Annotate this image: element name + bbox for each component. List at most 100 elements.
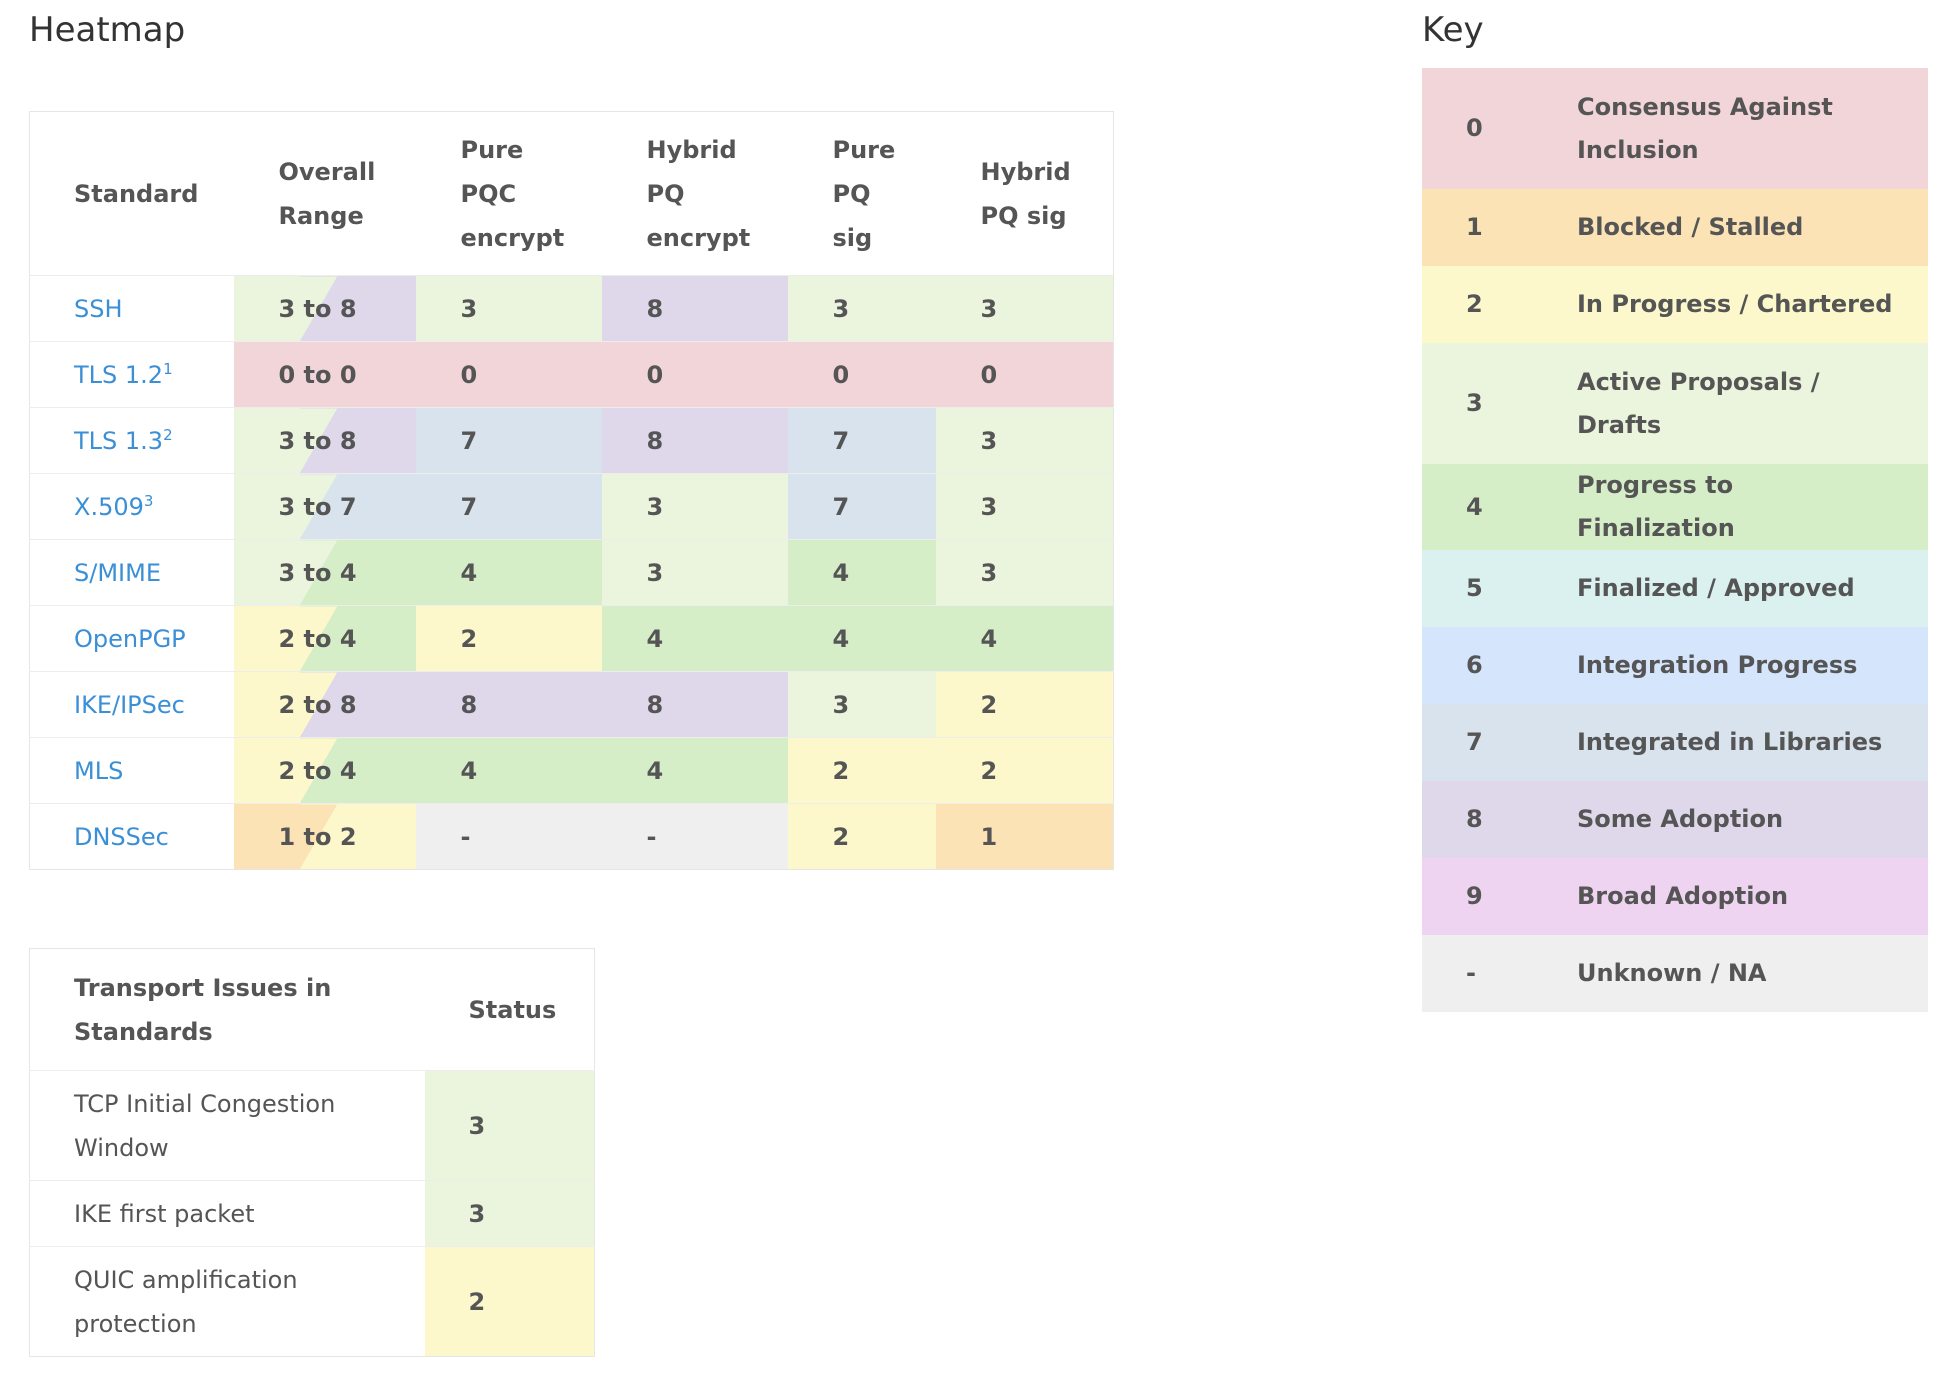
overall-range-value: 3 to 4 [278,558,357,587]
footnote-marker[interactable]: 3 [143,492,154,510]
key-label: Finalized / Approved [1577,550,1928,627]
column-header-transport-issue: Transport Issues in Standards [29,948,425,1071]
standard-name[interactable]: OpenPGP [74,624,186,653]
key-legend-table: 0 Consensus Against Inclusion 1 Blocked / S… [1422,68,1928,1012]
footnote-marker[interactable]: 2 [163,426,173,444]
transport-issue-label: IKE first packet [74,1199,255,1228]
key-label: Integrated in Libraries [1577,704,1928,781]
key-row: 2 In Progress / Chartered [1422,266,1928,343]
heatmap-cell: 8 [601,407,788,474]
standard-link[interactable]: DNSSec [29,803,234,870]
heatmap-cell: 3 [787,275,936,342]
transport-status-cell: 3 [424,1070,595,1181]
heatmap-header-row: Standard Overall Range Pure PQC encrypt … [29,111,1114,276]
column-header-pure-pq-sig: Pure PQ sig [787,111,936,276]
standard-link[interactable]: OpenPGP [29,605,234,672]
heatmap-cell: 2 [787,803,936,870]
heatmap-table: Standard Overall Range Pure PQC encrypt … [29,111,1114,870]
key-label-text: Blocked / Stalled [1577,213,1804,241]
heatmap-cell: 7 [415,473,602,540]
key-label: Some Adoption [1577,781,1928,858]
key-code: - [1466,959,1476,987]
key-label: Broad Adoption [1577,858,1928,935]
overall-range-cell: 3 to 8 [233,407,416,474]
heatmap-cell: 3 [935,473,1114,540]
key-label: In Progress / Chartered [1577,266,1928,343]
key-row: 1 Blocked / Stalled [1422,189,1928,266]
key-code: 3 [1466,389,1483,417]
column-header-hybrid-pq-sig: Hybrid PQ sig [935,111,1114,276]
heatmap-cell: 7 [787,407,936,474]
key-label: Consensus Against Inclusion [1577,68,1928,189]
standard-link[interactable]: SSH [29,275,234,342]
heatmap-cell: 4 [935,605,1114,672]
key-label: Integration Progress [1577,627,1928,704]
key-row: 8 Some Adoption [1422,781,1928,858]
heatmap-cell: 4 [787,605,936,672]
overall-range-value: 0 to 0 [278,360,357,389]
key-label-text: Finalized / Approved [1577,574,1855,602]
overall-range-value: 2 to 4 [278,624,357,653]
key-label: Active Proposals / Drafts [1577,343,1928,464]
heatmap-cell: 0 [415,341,602,408]
standard-name[interactable]: TLS 1.3 [74,427,164,455]
standard-link[interactable]: S/MIME [29,539,234,606]
standard-name[interactable]: X.509 [74,493,144,521]
key-label-text: Unknown / NA [1577,959,1767,987]
heatmap-cell: 4 [415,737,602,804]
standard-name[interactable]: TLS 1.2 [74,361,164,389]
heatmap-cell: 4 [787,539,936,606]
overall-range-cell: 0 to 0 [233,341,416,408]
heatmap-cell: 4 [415,539,602,606]
key-row: 6 Integration Progress [1422,627,1928,704]
key-row: 7 Integrated in Libraries [1422,704,1928,781]
key-code: 9 [1466,882,1483,910]
overall-range-value: 2 to 4 [278,756,357,785]
overall-range-cell: 1 to 2 [233,803,416,870]
key-title: Key [1422,10,1484,50]
standard-link[interactable]: TLS 1.32 [29,407,234,474]
key-code: 7 [1466,728,1483,756]
heatmap-cell: 1 [935,803,1114,870]
standard-name[interactable]: IKE/IPSec [74,690,185,719]
key-code: 6 [1466,651,1483,679]
standard-name[interactable]: S/MIME [74,558,161,587]
key-label-text: Progress to Finalization [1577,471,1735,542]
standard-link[interactable]: X.5093 [29,473,234,540]
heatmap-cell: 8 [415,671,602,738]
overall-range-cell: 2 to 4 [233,605,416,672]
standard-link[interactable]: IKE/IPSec [29,671,234,738]
standard-name[interactable]: DNSSec [74,822,169,851]
key-row: 5 Finalized / Approved [1422,550,1928,627]
overall-range-cell: 3 to 7 [233,473,416,540]
column-header-overall-range: Overall Range [233,111,416,276]
key-label-text: Broad Adoption [1577,882,1789,910]
key-code: 4 [1466,492,1483,521]
heatmap-cell: 3 [601,473,788,540]
heatmap-cell: 2 [415,605,602,672]
key-row: 0 Consensus Against Inclusion [1422,68,1928,189]
key-label: Progress to Finalization [1577,464,1928,550]
transport-issue-name: QUIC amplification protection [29,1246,425,1357]
key-code: 5 [1466,574,1483,602]
overall-range-value: 3 to 8 [278,294,357,323]
key-row: - Unknown / NA [1422,935,1928,1012]
standard-link[interactable]: TLS 1.21 [29,341,234,408]
standard-name[interactable]: MLS [74,756,124,785]
standard-name[interactable]: SSH [74,294,123,323]
standard-link[interactable]: MLS [29,737,234,804]
key-code: 2 [1466,290,1483,318]
overall-range-cell: 3 to 8 [233,275,416,342]
footnote-marker[interactable]: 1 [163,360,173,378]
heatmap-cell: 0 [787,341,936,408]
key-label-text: In Progress / Chartered [1577,290,1893,318]
key-label-text: Integration Progress [1577,651,1858,679]
heatmap-cell: 7 [415,407,602,474]
heatmap-cell: 4 [601,605,788,672]
